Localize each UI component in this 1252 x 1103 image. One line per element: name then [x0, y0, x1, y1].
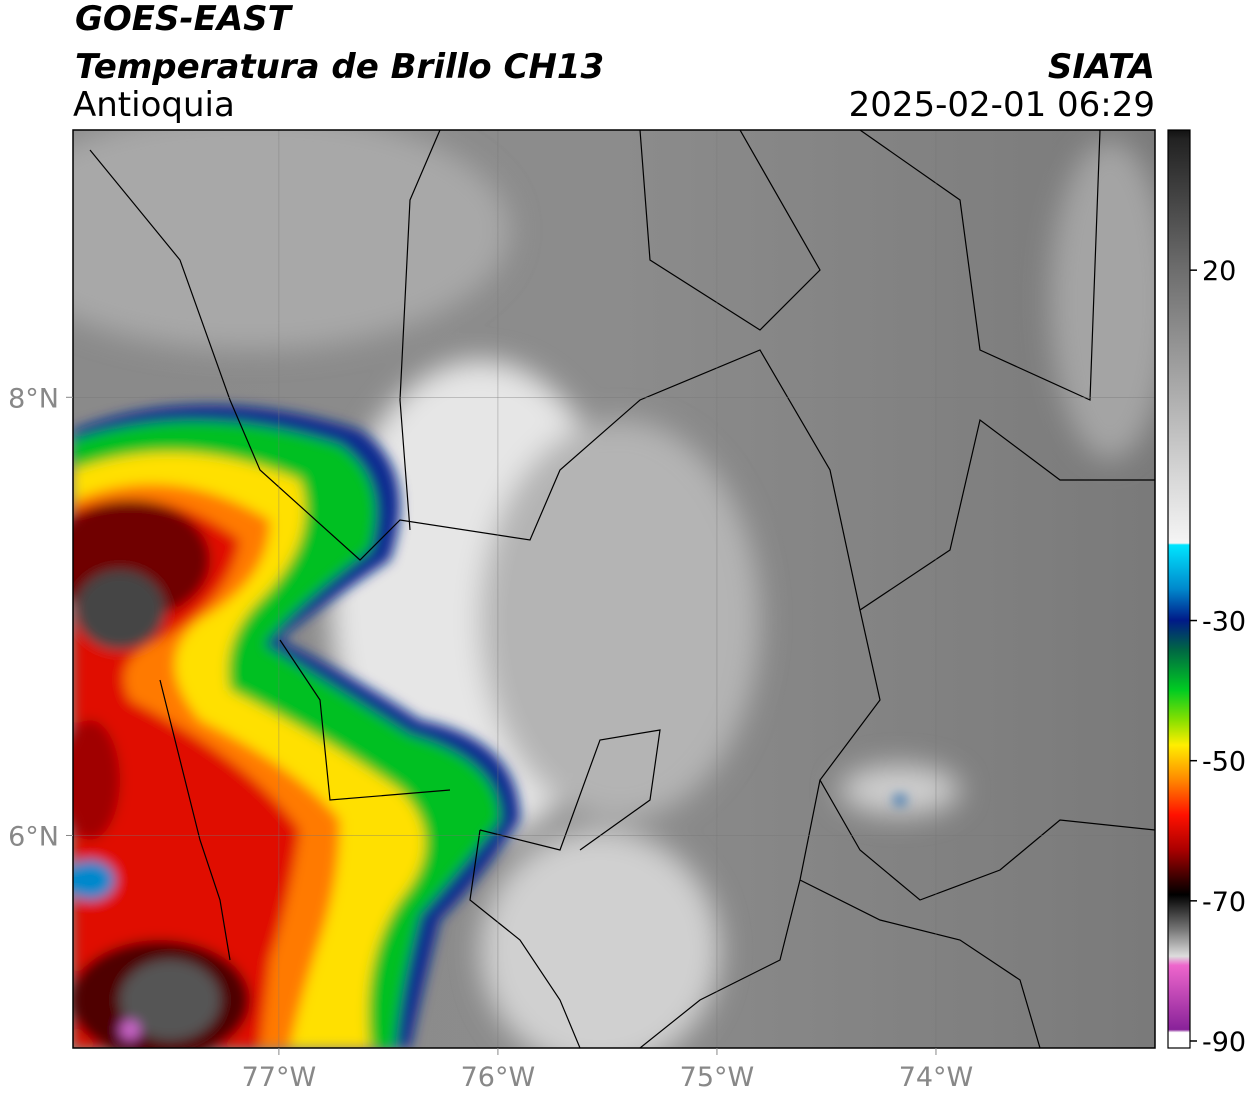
colorbar-tick-label: 20 [1202, 256, 1236, 287]
x-tick-label: 74°W [899, 1062, 974, 1093]
source: SIATA [1048, 47, 1155, 87]
subtitle: Temperatura de Brillo CH13 [75, 47, 604, 87]
colorbar-tick-label: -90 [1202, 1027, 1246, 1058]
colorbar-tick-label: -50 [1202, 747, 1246, 778]
map-frame [72, 129, 1156, 1049]
x-tick-label: 77°W [242, 1062, 317, 1093]
grid [73, 130, 1155, 1048]
region: Antioquia [73, 85, 235, 125]
title: GOES-EAST [75, 0, 294, 39]
x-tick-label: 76°W [461, 1062, 536, 1093]
satellite-image [73, 130, 1155, 1048]
colorbar-tick-label: -70 [1202, 887, 1246, 918]
colorbar [1167, 129, 1191, 1049]
y-tick-label: 8°N [8, 383, 59, 414]
x-tick-label: 75°W [680, 1062, 755, 1093]
colorbar-tick-label: -30 [1202, 607, 1246, 638]
y-tick-label: 6°N [8, 821, 59, 852]
timestamp: 2025-02-01 06:29 [849, 85, 1155, 125]
